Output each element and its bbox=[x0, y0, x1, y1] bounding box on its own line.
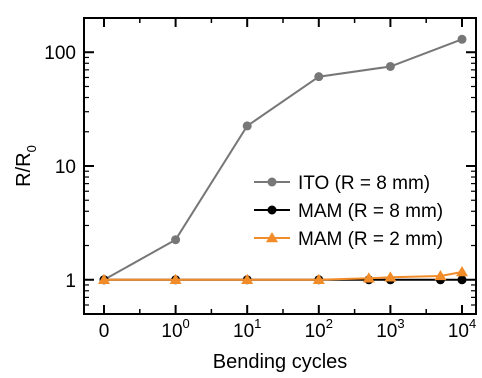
y-tick-labels: 1 10 100 bbox=[44, 43, 76, 292]
data-point-series-3 bbox=[434, 269, 447, 281]
legend-swatch-marker bbox=[267, 205, 277, 215]
data-point-series-3 bbox=[362, 272, 375, 283]
data-point-series-3 bbox=[312, 273, 325, 284]
legend-label: ITO (R = 8 mm) bbox=[298, 173, 430, 194]
y-tick-label: 100 bbox=[44, 43, 76, 64]
y-axis-title: R/R0 bbox=[13, 145, 39, 187]
x-tick-labels: 0 100 101 102 103 104 bbox=[99, 316, 476, 342]
data-point-series-1 bbox=[171, 235, 181, 245]
legend-label: MAM (R = 8 mm) bbox=[298, 201, 443, 222]
x-tick-label: 0 bbox=[99, 321, 110, 342]
plot-frame bbox=[83, 17, 477, 315]
data-point-series-3 bbox=[384, 271, 397, 282]
data-point-series-1 bbox=[242, 121, 252, 131]
data-point-series-3 bbox=[169, 273, 182, 284]
data-point-series-1 bbox=[385, 61, 395, 71]
x-tick-label: 100 bbox=[161, 316, 189, 342]
x-tick-label: 102 bbox=[305, 316, 333, 342]
legend-swatch-marker bbox=[266, 232, 278, 243]
legend-label: MAM (R = 2 mm) bbox=[298, 229, 443, 250]
legend: ITO (R = 8 mm) MAM (R = 8 mm) MAM (R = 2 m… bbox=[254, 173, 443, 250]
data-point-series-1 bbox=[457, 34, 467, 44]
x-tick-label: 104 bbox=[448, 316, 476, 342]
x-axis-title: Bending cycles bbox=[213, 351, 348, 373]
series-line-1 bbox=[103, 38, 463, 281]
data-point-series-3 bbox=[456, 265, 468, 277]
data-point-series-1 bbox=[314, 72, 324, 82]
x-tick-label: 103 bbox=[376, 316, 404, 342]
data-point-series-2 bbox=[457, 275, 467, 285]
series-layer bbox=[98, 34, 468, 285]
y-axis-title-main: R/R bbox=[13, 152, 35, 186]
axis-ticks bbox=[84, 17, 476, 315]
series-line-3 bbox=[104, 271, 463, 281]
y-tick-label: 1 bbox=[65, 271, 76, 292]
y-tick-label: 10 bbox=[55, 157, 76, 178]
x-tick-label: 101 bbox=[233, 316, 261, 342]
data-point-series-3 bbox=[98, 273, 110, 284]
data-point-series-3 bbox=[241, 273, 254, 284]
legend-swatch-marker bbox=[267, 177, 277, 187]
y-axis-title-sub: 0 bbox=[24, 145, 39, 152]
